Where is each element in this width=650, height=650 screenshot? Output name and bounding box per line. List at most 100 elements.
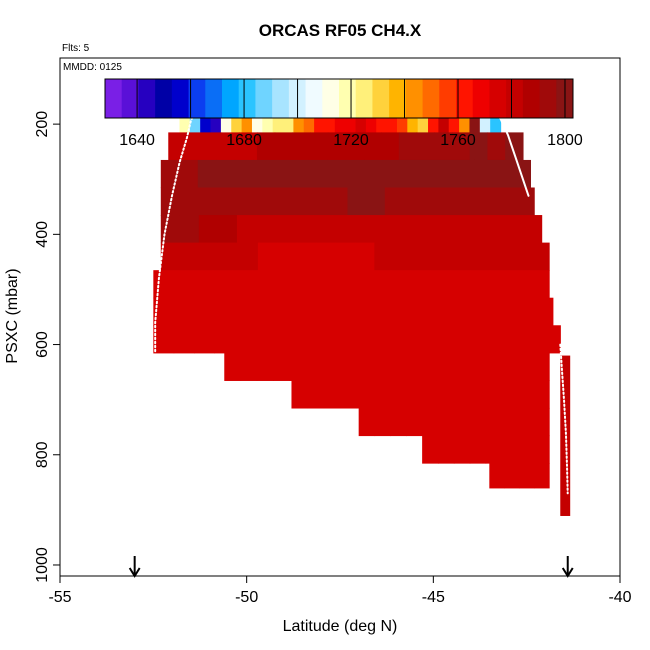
heatmap-cell <box>272 270 293 299</box>
heatmap-cell <box>422 187 442 216</box>
heatmap-cell <box>345 159 365 189</box>
heatmap-cell <box>216 159 236 189</box>
heatmap-cell <box>390 270 412 299</box>
heatmap-cell <box>355 380 373 409</box>
heatmap-cell <box>388 380 405 409</box>
heatmap-cell <box>217 215 238 244</box>
heatmap-cell <box>214 325 236 354</box>
heatmap-cell <box>382 159 402 189</box>
heatmap-cell <box>478 325 500 354</box>
heatmap-cell <box>314 104 326 133</box>
heatmap-cell <box>160 242 181 271</box>
heatmap-cell <box>438 104 450 133</box>
heatmap-cell <box>438 325 460 354</box>
heatmap-cell <box>516 352 534 381</box>
heatmap-cell <box>274 132 293 161</box>
heatmap-cell <box>459 104 471 133</box>
heatmap-cell <box>272 352 290 381</box>
heatmap-cell <box>179 187 199 216</box>
heatmap-cell <box>238 242 259 271</box>
heatmap-cell <box>186 132 205 161</box>
heatmap-cell <box>434 132 453 161</box>
heatmap-cell <box>499 325 521 354</box>
heatmap-cell <box>468 380 486 409</box>
heatmap-cell <box>430 270 451 299</box>
profile-line <box>559 343 569 495</box>
heatmap-cell <box>452 132 471 161</box>
heatmap-cell <box>252 270 273 299</box>
heatmap-cell <box>397 325 419 354</box>
heatmap-cell <box>339 380 357 409</box>
heatmap-cell <box>180 242 201 271</box>
heatmap-cell <box>219 242 240 271</box>
heatmap-cell <box>465 215 486 244</box>
heatmap-cell <box>539 325 561 354</box>
heatmap-cell <box>192 270 214 299</box>
heatmap-cell <box>384 187 405 216</box>
heatmap-cell <box>220 104 232 133</box>
heatmap-cell <box>489 463 505 489</box>
heatmap-cell <box>404 380 421 409</box>
colorbar-swatch <box>506 79 524 118</box>
heatmap-cell <box>386 352 404 381</box>
flight-markers <box>128 556 574 578</box>
heatmap-cell <box>221 132 240 161</box>
heatmap-cell <box>515 187 535 216</box>
heatmap-cell <box>407 104 419 133</box>
heatmap-cell <box>500 352 518 381</box>
heatmap-cell <box>160 159 180 189</box>
heatmap-cell <box>173 325 195 354</box>
flight-marker-arrow-head <box>561 567 574 578</box>
colorbar-swatch <box>339 79 357 118</box>
heatmap-cell <box>327 159 347 189</box>
flts-label: Flts: 5 <box>62 43 90 54</box>
heatmap-cell <box>271 159 291 189</box>
heatmap-cell <box>484 380 502 409</box>
colorbar-swatch <box>188 79 206 118</box>
heatmap-cell <box>448 104 460 133</box>
heatmap-cell <box>453 407 471 437</box>
heatmap-cell <box>472 297 494 326</box>
heatmap-cell <box>236 215 257 244</box>
heatmap-cell <box>351 270 372 299</box>
heatmap-cell <box>291 270 313 299</box>
heatmap-cells <box>153 104 571 516</box>
heatmap-cell <box>452 297 474 326</box>
heatmap-cell <box>406 407 423 437</box>
heatmap-cell <box>262 104 274 133</box>
heatmap-cell <box>253 297 274 326</box>
heatmap-cell <box>534 463 550 489</box>
heatmap-cell <box>179 215 200 244</box>
heatmap-cell <box>436 380 454 409</box>
heatmap-cell <box>335 242 356 271</box>
heatmap-cell <box>417 325 439 354</box>
heatmap-cell <box>347 187 367 216</box>
colorbar-swatch <box>255 79 273 118</box>
heatmap-cell <box>440 187 461 216</box>
heatmap-cell <box>292 132 311 161</box>
heatmap-cell <box>203 132 223 161</box>
y-tick-label: 200 <box>34 111 51 138</box>
heatmap-cell <box>469 132 489 161</box>
heatmap-cell <box>254 187 274 216</box>
heatmap-cell <box>427 215 447 244</box>
colorbar-tick-label: 1680 <box>226 132 262 149</box>
heatmap-cell <box>377 325 399 354</box>
heatmap-cell <box>199 242 220 271</box>
heatmap-cell <box>296 242 317 271</box>
heatmap-cell <box>224 352 242 381</box>
heatmap-cell <box>512 297 534 326</box>
heatmap-cell <box>356 325 378 354</box>
heatmap-cell <box>474 159 495 189</box>
heatmap-cell <box>532 352 550 381</box>
heatmap-cell <box>216 187 237 216</box>
heatmap-cell <box>503 215 524 244</box>
heatmap-cell <box>451 352 469 381</box>
colorbar-swatch <box>372 79 390 118</box>
heatmap-cell <box>212 270 234 299</box>
heatmap-cell <box>519 463 535 489</box>
colorbar-tick-label: 1760 <box>440 132 476 149</box>
heatmap-cell <box>353 297 374 326</box>
chart-title: ORCAS RF05 CH4.X <box>259 21 422 40</box>
colorbar-tick-label: 1640 <box>119 132 155 149</box>
